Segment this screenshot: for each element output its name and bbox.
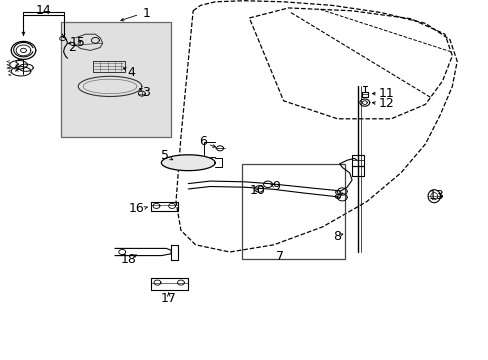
Text: 8: 8: [333, 189, 341, 202]
Text: 1: 1: [142, 7, 150, 20]
Bar: [61, 22, 171, 137]
Polygon shape: [161, 155, 215, 171]
Text: 12: 12: [378, 97, 394, 110]
Text: 11: 11: [378, 87, 394, 100]
Text: 16: 16: [128, 202, 144, 215]
Text: 8: 8: [333, 230, 341, 243]
Text: 13: 13: [427, 189, 443, 202]
Text: 9: 9: [272, 180, 280, 193]
Text: 6: 6: [199, 135, 206, 148]
Text: 3: 3: [142, 86, 149, 99]
Text: 4: 4: [127, 66, 135, 78]
Text: 5: 5: [161, 149, 169, 162]
Text: 14: 14: [36, 4, 52, 17]
Text: 7: 7: [276, 250, 284, 263]
Text: 15: 15: [69, 36, 85, 49]
Text: 2: 2: [68, 41, 76, 54]
Text: 17: 17: [161, 292, 176, 305]
Text: 18: 18: [120, 253, 136, 266]
Text: 10: 10: [249, 184, 265, 197]
Bar: [242, 164, 344, 259]
